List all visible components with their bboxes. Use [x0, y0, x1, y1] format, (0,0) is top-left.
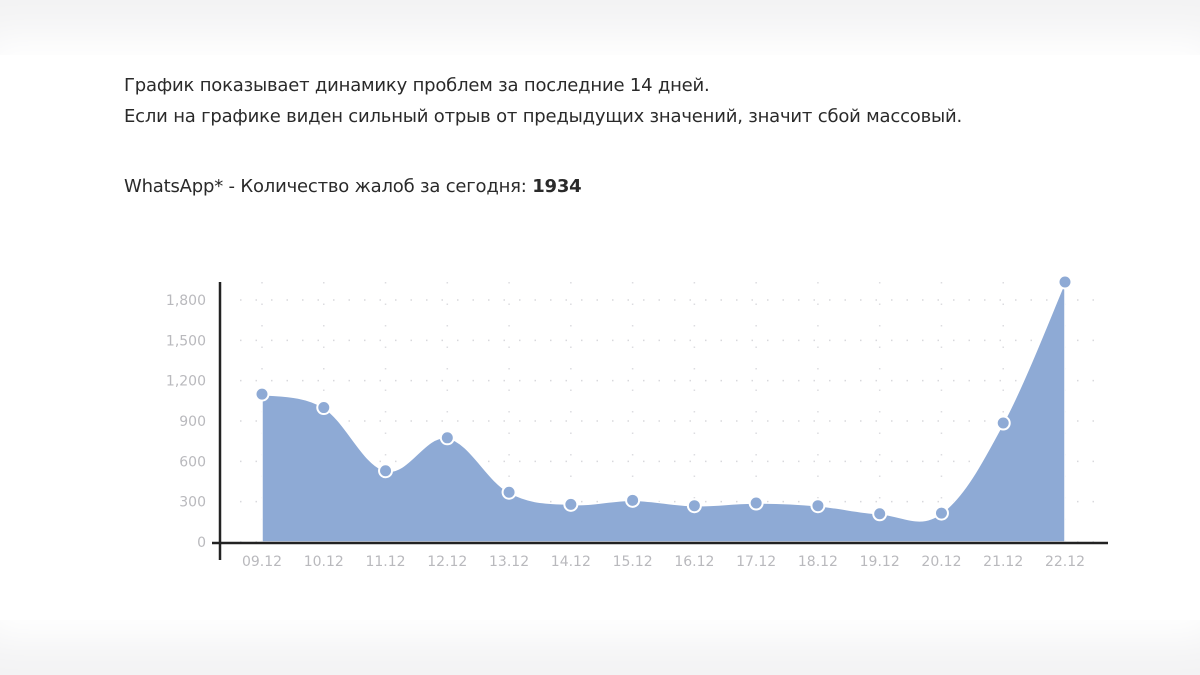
y-tick-label: 300	[179, 495, 206, 511]
x-tick-label: 18.12	[798, 554, 838, 570]
area-series	[261, 281, 1066, 543]
x-tick-label: 13.12	[489, 554, 529, 570]
data-point	[625, 492, 641, 508]
data-point	[378, 463, 394, 479]
data-point	[501, 484, 517, 500]
data-point	[1057, 274, 1073, 290]
y-tick-label: 1,500	[166, 333, 206, 349]
chart-description: График показывает динамику проблем за по…	[124, 70, 962, 132]
data-point	[872, 506, 888, 522]
y-tick-label: 600	[179, 454, 206, 470]
data-point	[316, 400, 332, 416]
data-point	[563, 496, 579, 512]
x-tick-label: 21.12	[983, 554, 1023, 570]
data-point	[439, 430, 455, 446]
x-tick-label: 20.12	[921, 554, 961, 570]
complaints-value: 1934	[532, 176, 582, 197]
y-tick-label: 1,800	[166, 293, 206, 309]
data-point	[933, 505, 949, 521]
x-tick-label: 22.12	[1045, 554, 1085, 570]
x-tick-label: 14.12	[551, 554, 591, 570]
x-tick-label: 16.12	[674, 554, 714, 570]
y-tick-label: 1,200	[166, 374, 206, 390]
x-tick-label: 15.12	[613, 554, 653, 570]
description-line-2: Если на графике виден сильный отрыв от п…	[124, 106, 963, 127]
data-point	[686, 498, 702, 514]
x-tick-label: 09.12	[242, 554, 282, 570]
x-tick-label: 11.12	[365, 554, 405, 570]
x-tick-label: 17.12	[736, 554, 776, 570]
y-tick-label: 900	[179, 414, 206, 430]
data-point	[254, 386, 270, 402]
x-tick-label: 10.12	[304, 554, 344, 570]
data-point	[748, 495, 764, 511]
data-point	[810, 498, 826, 514]
x-tick-label: 12.12	[427, 554, 467, 570]
description-line-1: График показывает динамику проблем за по…	[124, 75, 710, 96]
data-point	[995, 415, 1011, 431]
y-tick-label: 0	[197, 535, 206, 551]
complaints-label: WhatsApp* - Количество жалоб за сегодня:	[124, 176, 533, 197]
complaints-today: WhatsApp* - Количество жалоб за сегодня:…	[124, 176, 582, 197]
x-tick-label: 19.12	[860, 554, 900, 570]
